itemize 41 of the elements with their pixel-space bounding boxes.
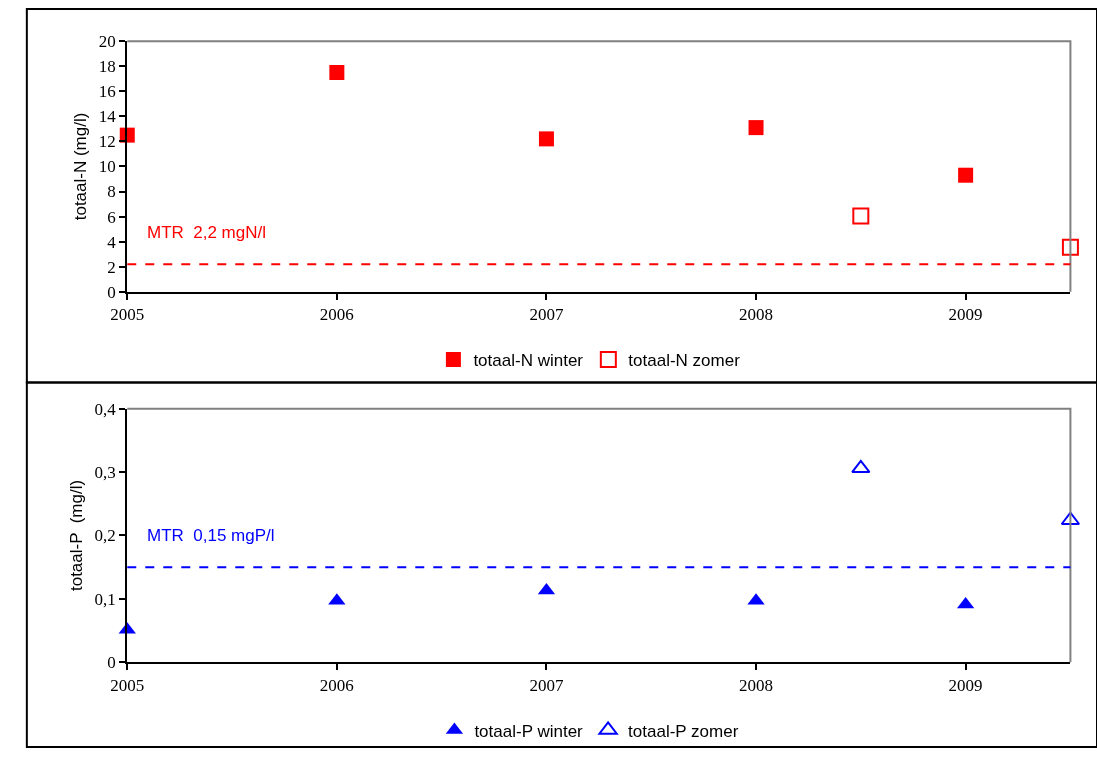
- y-axis-title: totaal-N (mg/l): [70, 112, 90, 221]
- y-axis-title: totaal-P (mg/l): [66, 479, 86, 592]
- point: [851, 459, 871, 474]
- x-tick-label: 2005: [110, 305, 145, 325]
- legend-label: totaal-P zomer: [628, 721, 739, 741]
- y-tick-label: 16: [98, 82, 116, 102]
- y-tick-label: 14: [98, 107, 117, 127]
- y-tick-label: 0: [107, 282, 116, 302]
- y-tick-label: 6: [107, 207, 116, 227]
- y-tick-label: 2: [107, 257, 116, 277]
- x-tick-label: 2006: [319, 675, 354, 695]
- y-tick-label: 8: [107, 182, 116, 202]
- y-tick-label: 12: [98, 132, 116, 152]
- point: [748, 120, 764, 136]
- x-tick-label: 2007: [529, 305, 564, 325]
- legend-label: totaal-P winter: [474, 721, 584, 741]
- ref-line-label: MTR 2,2 mgN/l: [147, 223, 267, 242]
- point: [1061, 238, 1079, 256]
- y-tick-label: 20: [98, 32, 116, 52]
- legend-label: totaal-N zomer: [628, 351, 741, 371]
- point: [958, 167, 974, 183]
- y-tick-label: 0,4: [94, 399, 117, 419]
- y-tick-label: 18: [98, 57, 116, 77]
- y-tick-label: 4: [107, 232, 117, 252]
- x-tick-label: 2008: [739, 305, 774, 325]
- point: [538, 131, 554, 147]
- y-tick-label: 0,3: [94, 463, 116, 483]
- x-tick-label: 2005: [110, 675, 145, 695]
- point: [852, 207, 870, 225]
- y-tick-label: 0: [107, 653, 116, 673]
- y-tick-label: 0,1: [94, 589, 116, 609]
- x-tick-label: 2006: [319, 305, 354, 325]
- legend-label: totaal-N winter: [473, 351, 584, 371]
- y-tick-label: 0,2: [94, 526, 116, 546]
- y-tick-label: 10: [98, 157, 116, 177]
- x-tick-label: 2008: [739, 675, 774, 695]
- ref-line-label: MTR 0,15 mgP/l: [147, 526, 275, 545]
- x-tick-label: 2007: [529, 675, 564, 695]
- point: [329, 64, 345, 80]
- x-tick-label: 2009: [948, 305, 983, 325]
- x-tick-label: 2009: [948, 675, 983, 695]
